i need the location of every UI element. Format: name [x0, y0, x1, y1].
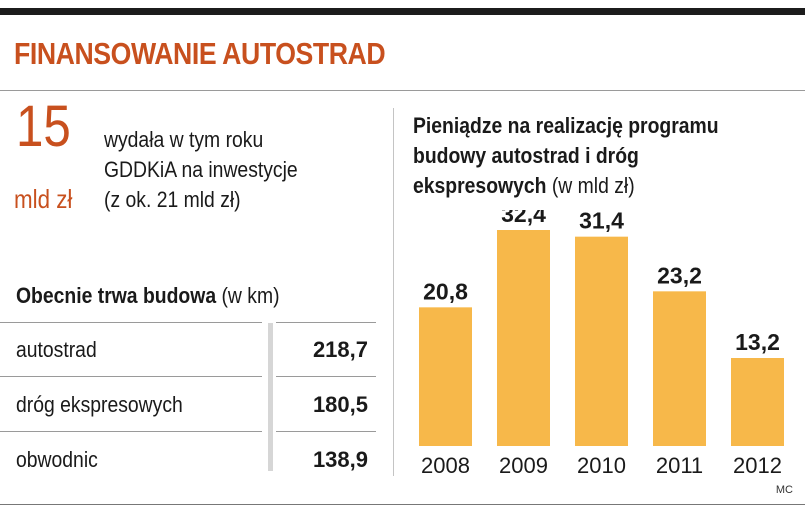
bar-2010 — [575, 236, 628, 446]
row-label: autostrad — [16, 337, 97, 362]
row-label: dróg ekspresowych — [16, 392, 183, 417]
highlight-description: wydała w tym roku GDDKiA na inwestycje (… — [104, 125, 298, 215]
credit-label: MC — [775, 484, 793, 496]
header-divider — [0, 90, 805, 91]
x-tick-label: 2009 — [499, 453, 548, 478]
page-title: FINANSOWANIE AUTOSTRAD — [14, 36, 386, 71]
table-divider — [0, 322, 262, 323]
chart-title-line-3: ekspresowych (w mld zł) — [413, 173, 635, 198]
highlight-line-3: (z ok. 21 mld zł) — [104, 187, 241, 212]
x-tick-label: 2012 — [733, 453, 782, 478]
chart-unit: (w mld zł) — [551, 173, 635, 198]
data-label: 13,2 — [735, 329, 780, 355]
row-label: obwodnic — [16, 447, 98, 472]
table-row: autostrad 218,7 — [16, 322, 376, 377]
highlight-line-1: wydała w tym roku — [104, 127, 264, 152]
data-label: 20,8 — [423, 278, 468, 304]
chart-title-line-2: budowy autostrad i dróg — [413, 143, 639, 168]
data-label: 31,4 — [579, 210, 624, 234]
bar-2009 — [497, 230, 550, 446]
data-label: 23,2 — [657, 262, 702, 288]
row-value: 180,5 — [312, 392, 368, 417]
table-divider — [0, 376, 262, 377]
table-column-separator — [268, 323, 273, 471]
data-label: 32,4 — [501, 210, 546, 227]
construction-table-title: Obecnie trwa budowa (w km) — [16, 283, 280, 309]
row-value: 138,9 — [312, 447, 368, 472]
highlight-line-2: GDDKiA na inwestycje — [104, 157, 298, 182]
table-divider — [276, 376, 376, 377]
chart-title: Pieniądze na realizację programu budowy … — [413, 111, 719, 201]
table-divider — [276, 322, 376, 323]
column-divider — [393, 108, 394, 476]
bar-2008 — [419, 307, 472, 446]
bar-chart: 20,8 2008 32,4 2009 31,4 2010 23,2 2011 13,2 2012 — [419, 210, 784, 478]
table-divider — [276, 431, 376, 432]
table-row: dróg ekspresowych 180,5 — [16, 377, 376, 432]
row-value: 218,7 — [312, 337, 368, 362]
bar-2012 — [731, 358, 784, 446]
highlight-number: 15 — [16, 94, 71, 159]
top-rule-bar — [0, 8, 805, 15]
highlight-unit: mld zł — [14, 184, 73, 214]
x-tick-label: 2008 — [421, 453, 470, 478]
table-divider — [0, 431, 262, 432]
construction-title-unit: (w km) — [221, 283, 280, 308]
construction-title-bold: Obecnie trwa budowa — [16, 283, 217, 308]
bar-2011 — [653, 291, 706, 446]
chart-title-line-1: Pieniądze na realizację programu — [413, 113, 719, 138]
table-row: obwodnic 138,9 — [16, 432, 376, 487]
bottom-rule — [0, 504, 805, 505]
x-tick-label: 2010 — [577, 453, 626, 478]
x-tick-label: 2011 — [656, 453, 703, 478]
